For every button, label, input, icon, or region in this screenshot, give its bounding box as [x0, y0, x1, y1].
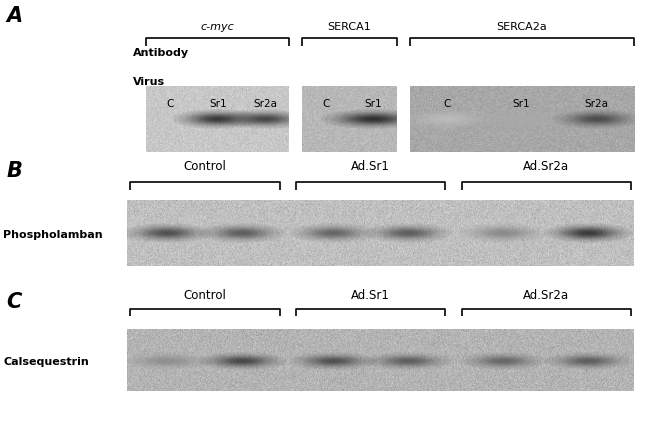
Text: Ad.Sr1: Ad.Sr1: [351, 289, 390, 302]
Text: Virus: Virus: [133, 77, 165, 88]
Text: A: A: [6, 6, 23, 26]
Text: C: C: [322, 99, 330, 109]
Text: Phospholamban: Phospholamban: [3, 230, 103, 240]
Text: Sr1: Sr1: [209, 99, 227, 109]
Text: C: C: [443, 99, 450, 109]
Text: C: C: [6, 292, 22, 312]
Text: C: C: [166, 99, 174, 109]
Text: Sr2a: Sr2a: [254, 99, 278, 109]
Text: Control: Control: [183, 160, 226, 173]
Text: Antibody: Antibody: [133, 48, 189, 58]
Text: Control: Control: [183, 289, 226, 302]
Text: Ad.Sr2a: Ad.Sr2a: [523, 160, 569, 173]
Text: Ad.Sr2a: Ad.Sr2a: [523, 289, 569, 302]
Text: SERCA2a: SERCA2a: [496, 22, 547, 32]
Text: SERCA1: SERCA1: [328, 22, 371, 32]
Text: B: B: [6, 161, 22, 181]
Text: Sr1: Sr1: [513, 99, 530, 109]
Text: Sr1: Sr1: [364, 99, 382, 109]
Text: Ad.Sr1: Ad.Sr1: [351, 160, 390, 173]
Text: Calsequestrin: Calsequestrin: [3, 357, 89, 367]
Text: Sr2a: Sr2a: [584, 99, 608, 109]
Text: c-myc: c-myc: [201, 22, 235, 32]
